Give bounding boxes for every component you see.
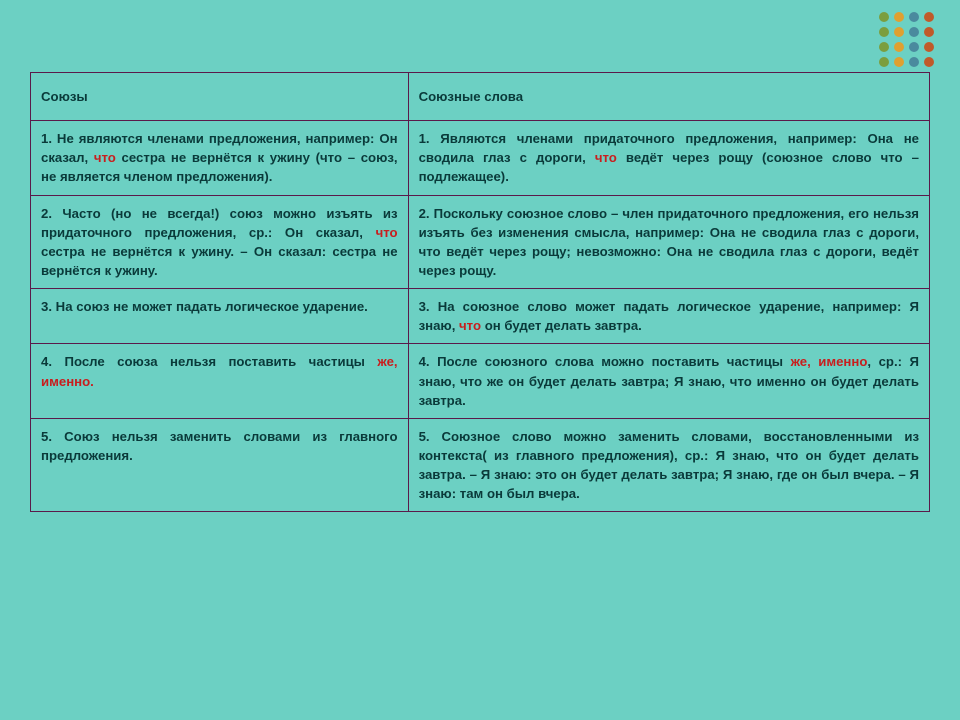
comparison-table: Союзы Союзные слова 1. Не являются члена… xyxy=(30,72,930,512)
decor-dot xyxy=(894,42,904,52)
table-row: 2. Часто (но не всегда!) союз можно изъя… xyxy=(31,195,930,289)
cell-left-5: 5. Союз нельзя заменить словами из главн… xyxy=(31,418,409,512)
decor-dot xyxy=(924,27,934,37)
cell-right-4: 4. После союзного слова можно поставить … xyxy=(408,344,929,418)
header-left: Союзы xyxy=(31,73,409,121)
table-row: 1. Не являются членами предложения, напр… xyxy=(31,121,930,195)
decor-dot xyxy=(894,57,904,67)
table-row: 5. Союз нельзя заменить словами из главн… xyxy=(31,418,930,512)
decor-dot xyxy=(894,27,904,37)
decor-dot xyxy=(879,57,889,67)
decor-dot xyxy=(909,42,919,52)
table-header-row: Союзы Союзные слова xyxy=(31,73,930,121)
decor-dot xyxy=(879,12,889,22)
decor-dot xyxy=(909,27,919,37)
cell-left-4: 4. После союза нельзя поставить частицы … xyxy=(31,344,409,418)
decor-dot-grid xyxy=(879,12,934,67)
decor-dot xyxy=(879,27,889,37)
table-row: 4. После союза нельзя поставить частицы … xyxy=(31,344,930,418)
cell-right-1: 1. Являются членами придаточного предлож… xyxy=(408,121,929,195)
cell-right-5: 5. Союзное слово можно заменить словами,… xyxy=(408,418,929,512)
decor-dot xyxy=(879,42,889,52)
cell-left-3: 3. На союз не может падать логическое уд… xyxy=(31,289,409,344)
decor-dot xyxy=(924,42,934,52)
decor-dot xyxy=(924,12,934,22)
decor-dot xyxy=(909,12,919,22)
cell-right-2: 2. Поскольку союзное слово – член придат… xyxy=(408,195,929,289)
cell-right-3: 3. На союзное слово может падать логичес… xyxy=(408,289,929,344)
cell-left-2: 2. Часто (но не всегда!) союз можно изъя… xyxy=(31,195,409,289)
decor-dot xyxy=(894,12,904,22)
decor-dot xyxy=(924,57,934,67)
header-right: Союзные слова xyxy=(408,73,929,121)
cell-left-1: 1. Не являются членами предложения, напр… xyxy=(31,121,409,195)
table-row: 3. На союз не может падать логическое уд… xyxy=(31,289,930,344)
decor-dot xyxy=(909,57,919,67)
table-body: 1. Не являются членами предложения, напр… xyxy=(31,121,930,512)
